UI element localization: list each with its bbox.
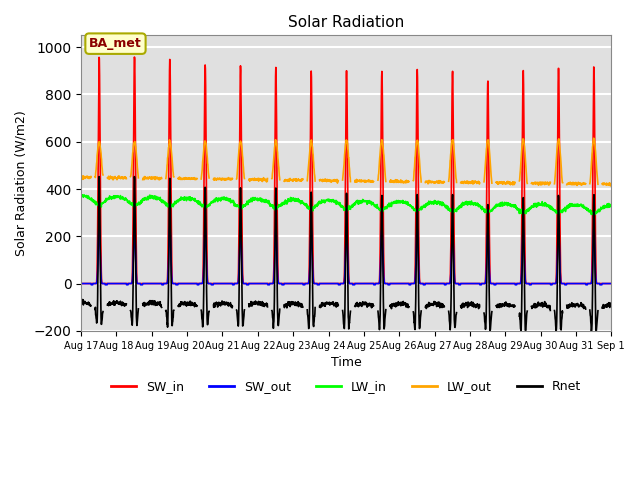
Rnet: [225, 301, 233, 307]
Rnet: [500, 302, 508, 308]
SW_out: [77, 281, 85, 287]
LW_out: [607, 181, 615, 187]
Rnet: [607, 303, 615, 309]
Line: SW_out: SW_out: [81, 226, 611, 285]
SW_in: [225, 281, 233, 287]
Line: Rnet: Rnet: [81, 177, 611, 332]
LW_in: [373, 203, 381, 209]
SW_in: [607, 281, 615, 287]
LW_out: [575, 180, 583, 186]
SW_in: [373, 281, 381, 287]
SW_in: [561, 281, 568, 287]
SW_out: [575, 281, 583, 287]
Line: LW_out: LW_out: [81, 138, 611, 186]
LW_in: [500, 202, 508, 208]
LW_in: [607, 203, 615, 209]
SW_out: [131, 223, 138, 228]
Rnet: [362, 300, 369, 306]
Line: LW_in: LW_in: [81, 194, 611, 215]
SW_in: [362, 281, 369, 287]
SW_out: [607, 281, 615, 287]
LW_in: [77, 192, 85, 197]
SW_out: [88, 282, 95, 288]
Line: SW_in: SW_in: [81, 57, 611, 284]
LW_in: [225, 197, 233, 203]
Title: Solar Radiation: Solar Radiation: [288, 15, 404, 30]
X-axis label: Time: Time: [331, 356, 362, 369]
Text: BA_met: BA_met: [89, 37, 142, 50]
Rnet: [575, 304, 583, 310]
SW_in: [131, 54, 138, 60]
LW_out: [77, 174, 85, 180]
SW_out: [373, 281, 381, 287]
LW_out: [225, 177, 233, 182]
LW_in: [77, 192, 85, 198]
SW_in: [77, 281, 85, 287]
Y-axis label: Solar Radiation (W/m2): Solar Radiation (W/m2): [15, 110, 28, 256]
SW_out: [362, 281, 369, 287]
LW_out: [362, 179, 369, 185]
SW_in: [500, 281, 508, 287]
SW_in: [575, 281, 583, 287]
LW_out: [500, 180, 508, 186]
SW_out: [561, 282, 568, 288]
LW_in: [591, 212, 598, 218]
Rnet: [77, 299, 85, 304]
SW_out: [500, 281, 508, 287]
LW_in: [575, 203, 583, 209]
Legend: SW_in, SW_out, LW_in, LW_out, Rnet: SW_in, SW_out, LW_in, LW_out, Rnet: [106, 375, 586, 398]
SW_out: [225, 281, 233, 287]
LW_in: [362, 199, 369, 204]
LW_in: [561, 206, 568, 212]
